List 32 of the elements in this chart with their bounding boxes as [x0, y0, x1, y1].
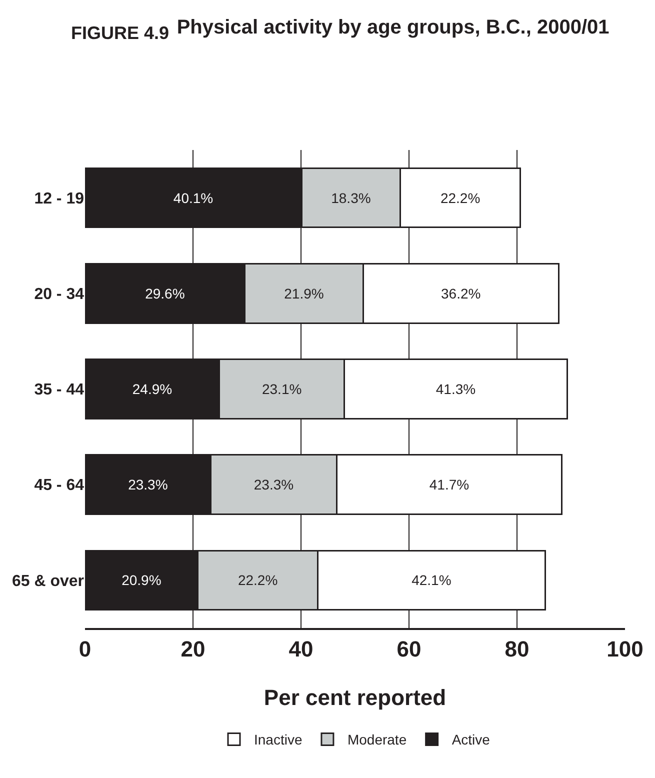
- data-label: 41.3%: [436, 381, 476, 397]
- x-tick-label: 0: [78, 636, 92, 662]
- data-label: 22.2%: [238, 572, 278, 588]
- y-tick-label: 65 & over: [12, 572, 84, 590]
- data-label: 41.7%: [429, 476, 470, 493]
- chart-title: Physical activity by age groups, B.C., 2000/01: [176, 16, 610, 38]
- data-label: 29.6%: [145, 285, 185, 302]
- data-label: 24.9%: [132, 381, 172, 397]
- data-label: 42.1%: [412, 572, 452, 588]
- x-tick-label: 80: [504, 636, 530, 662]
- y-tick-label: 20 - 34: [34, 286, 84, 303]
- data-label: 23.1%: [262, 381, 302, 397]
- x-tick-label: 60: [396, 636, 422, 662]
- data-label: 22.2%: [440, 190, 480, 206]
- y-tick-label: 45 - 64: [34, 477, 84, 494]
- data-label: 40.1%: [173, 190, 214, 206]
- data-label: 21.9%: [284, 285, 324, 302]
- y-tick-label: 35 - 44: [34, 382, 84, 399]
- legend-label: Inactive: [254, 732, 302, 748]
- data-label: 23.3%: [128, 476, 168, 493]
- legend-label: Active: [452, 732, 490, 748]
- y-tick-label: 12 - 19: [34, 190, 84, 208]
- x-tick-label: 100: [606, 636, 644, 662]
- x-tick-label: 20: [180, 636, 206, 662]
- x-tick-label: 40: [288, 636, 314, 662]
- data-label: 18.3%: [331, 190, 371, 206]
- data-label: 23.3%: [254, 476, 294, 493]
- legend-label: Moderate: [347, 732, 407, 748]
- data-label: 20.9%: [122, 572, 162, 588]
- data-label: 36.2%: [440, 285, 481, 302]
- x-axis-title: Per cent reported: [264, 685, 446, 710]
- caption: FIGURE 4.9: [71, 23, 170, 43]
